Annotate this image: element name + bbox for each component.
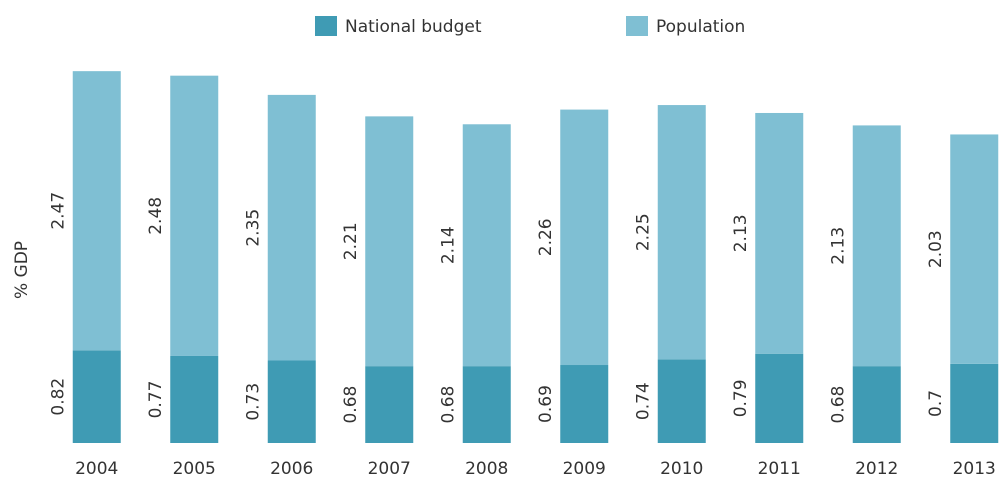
bar-segment (657, 105, 706, 360)
value-label: 2.26 (536, 218, 556, 256)
bar-segment (560, 109, 609, 366)
bar-segment (852, 366, 901, 443)
value-label: 2.14 (439, 226, 459, 264)
bar-segment (72, 71, 121, 351)
value-label: 2.48 (146, 197, 166, 235)
x-tick-label: 2012 (855, 459, 898, 479)
value-label: 2.35 (244, 209, 264, 247)
value-label: 0.68 (341, 386, 361, 424)
bar-segment (170, 355, 219, 443)
bar-segment (560, 365, 609, 443)
value-label: 2.13 (829, 227, 849, 265)
bar-segment (267, 94, 316, 361)
x-tick-label: 2010 (660, 459, 703, 479)
value-label: 0.68 (829, 386, 849, 424)
bar-segment (365, 116, 414, 367)
value-label: 0.77 (146, 381, 166, 419)
bar-segment (755, 353, 804, 443)
bar-segment (462, 124, 511, 367)
x-tick-label: 2007 (368, 459, 411, 479)
x-tick-label: 2009 (563, 459, 606, 479)
x-tick-label: 2011 (758, 459, 801, 479)
value-label: 0.73 (244, 383, 264, 421)
bar-segment (852, 125, 901, 367)
value-label: 2.21 (341, 222, 361, 260)
value-label: 0.82 (49, 378, 69, 416)
bar-segment (462, 366, 511, 443)
value-label: 2.03 (926, 230, 946, 268)
x-tick-label: 2005 (173, 459, 216, 479)
y-axis-label: % GDP (12, 241, 32, 299)
bar-segment (950, 134, 999, 364)
value-label: 2.13 (731, 214, 751, 252)
x-tick-label: 2013 (953, 459, 996, 479)
legend-label: National budget (345, 17, 482, 37)
bar-segment (657, 359, 706, 443)
value-label: 2.47 (49, 192, 69, 230)
legend-swatch (315, 16, 337, 36)
bar-segment (170, 75, 219, 356)
value-label: 0.68 (439, 386, 459, 424)
bar-segment (950, 363, 999, 443)
value-label: 2.25 (634, 213, 654, 251)
bar-segment (267, 360, 316, 443)
value-label: 0.69 (536, 385, 556, 423)
bar-segment (365, 366, 414, 443)
legend-swatch (626, 16, 648, 36)
bar-segment (755, 112, 804, 354)
x-tick-label: 2004 (75, 459, 118, 479)
bar-segment (72, 350, 121, 443)
value-label: 0.74 (634, 382, 654, 420)
x-tick-label: 2008 (465, 459, 508, 479)
x-tick-label: 2006 (270, 459, 313, 479)
legend-label: Population (656, 17, 745, 37)
value-label: 0.7 (926, 390, 946, 417)
value-label: 0.79 (731, 379, 751, 417)
